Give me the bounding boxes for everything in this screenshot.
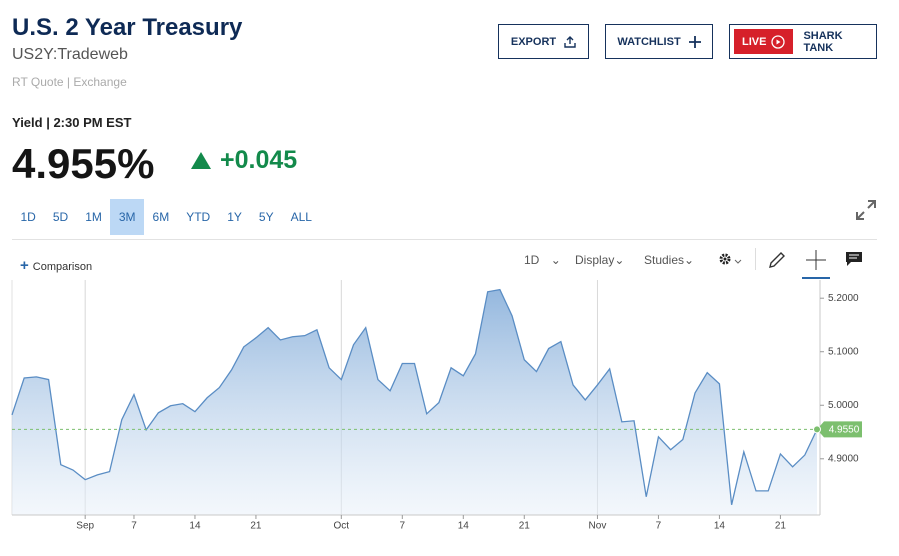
studies-menu[interactable]: Studies⌄ [644,253,695,267]
live-label: LIVE [742,35,767,48]
range-tab[interactable]: 1D [20,210,36,224]
export-icon [564,35,576,48]
plus-icon [688,35,701,48]
x-tick-label: 21 [519,521,531,532]
up-arrow [191,152,211,169]
x-tick-label: 7 [400,521,406,532]
title: U.S. 2 Year Treasury [12,14,243,41]
range-tab[interactable]: 5D [52,210,69,224]
x-tick-label: 14 [189,521,201,532]
live-badge: LIVE [734,29,794,54]
live-button[interactable]: LIVE SHARK TANK [729,24,877,59]
range-tab[interactable]: ALL [290,210,312,224]
interval-label: 1D [524,253,540,267]
range-tab[interactable]: 6M [152,210,170,224]
area [12,289,817,515]
watchlist-label: WATCHLIST [617,35,681,48]
draw-icon[interactable] [767,250,787,270]
display-label: Display [575,253,615,267]
quote-source: RT Quote | Exchange [12,75,127,89]
range-tab[interactable]: YTD [186,210,211,224]
y-tick-label: 5.0000 [828,400,859,411]
yield-label: Yield | 2:30 PM EST [12,115,132,130]
live-show: SHARK TANK [803,29,843,54]
play-icon [771,34,786,49]
line [11,288,818,505]
x-tick-label: 14 [458,521,470,532]
current-label: 4.9550 [829,424,860,435]
change: +0.045 [220,146,298,174]
toolbar-divider [755,248,756,270]
symbol: US2Y:Tradeweb [12,46,128,63]
price: 4.955% [12,140,155,187]
y-tick-label: 5.1000 [828,346,859,357]
range-tab[interactable]: 1Y [227,210,242,224]
y-tick-label: 5.2000 [828,293,859,304]
interval-menu[interactable]: 1D ⌄ [524,253,561,267]
chart: 4.9000 5.0000 5.1000 5.2000 Sep 7 14 21 Oct 7 14 21… [11,280,862,532]
range-tab[interactable]: 3M [110,199,145,235]
x-tick-label: 21 [250,521,262,532]
crosshair-icon[interactable] [802,248,830,280]
export-button[interactable]: EXPORT [498,24,589,59]
range-tabs: 1D 5D 1M 3M 6M YTD 1Y 5Y ALL [12,199,320,235]
y-tick-label: 4.9000 [828,453,859,464]
comment-icon[interactable] [845,251,863,267]
x-tick-label: Oct [334,521,350,532]
current-tag [817,421,862,438]
studies-label: Studies [644,253,685,267]
x-tick-label: 14 [714,521,726,532]
x-tick-label: 7 [131,521,137,532]
range-tab[interactable]: 1M [85,210,102,224]
range-tab[interactable]: 5Y [258,210,274,224]
x-tick-label: Nov [589,521,607,532]
x-tick-label: 7 [656,521,662,532]
current-dot [813,425,821,434]
x-tick-label: Sep [76,521,94,532]
settings-icon[interactable] [717,251,745,269]
export-label: EXPORT [510,35,557,48]
comparison-button[interactable]: + Comparison [20,257,93,274]
separator [12,239,877,240]
x-tick-label: 21 [775,521,787,532]
comparison-label: Comparison [32,261,93,273]
display-menu[interactable]: Display⌄ [575,253,625,267]
watchlist-button[interactable]: WATCHLIST [605,24,713,59]
expand-icon[interactable] [854,198,878,222]
